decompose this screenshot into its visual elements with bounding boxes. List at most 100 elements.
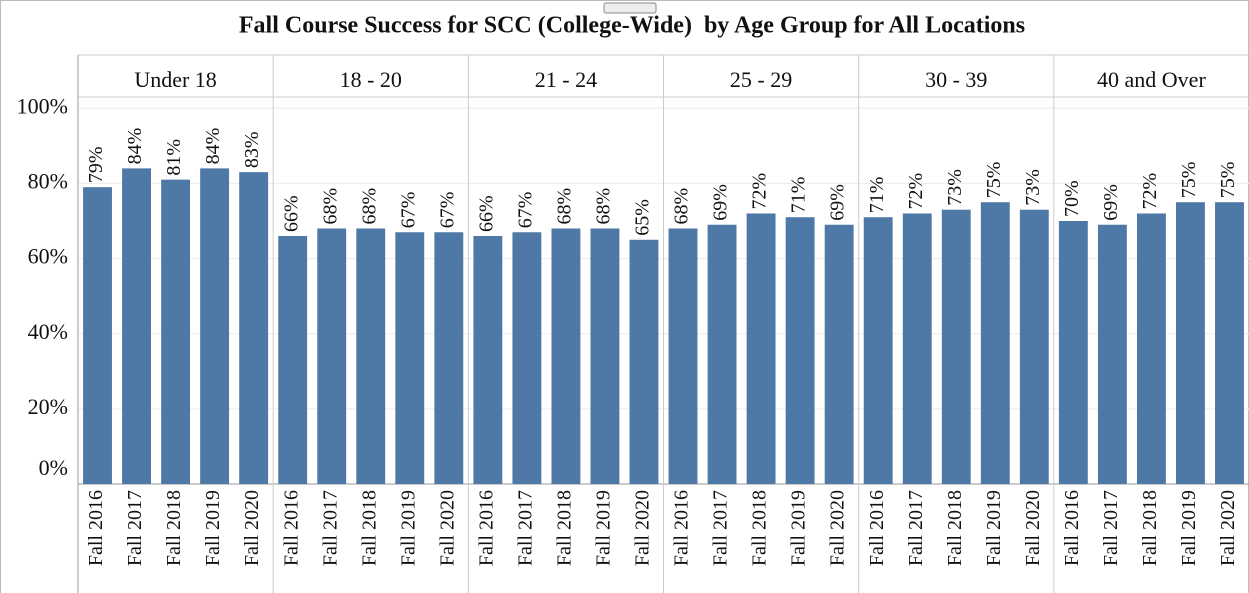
- x-tick-label: Fall 2018: [358, 490, 380, 566]
- y-tick-label: 20%: [28, 394, 68, 419]
- x-tick-label: Fall 2020: [436, 490, 458, 566]
- x-tick-label: Fall 2016: [671, 490, 693, 566]
- x-tick-label: Fall 2020: [632, 490, 654, 566]
- x-tick-label: Fall 2020: [241, 490, 263, 566]
- x-tick-label: Fall 2019: [593, 490, 615, 566]
- value-label: 81%: [163, 139, 185, 176]
- x-tick-label: Fall 2019: [788, 490, 810, 566]
- x-tick-label: Fall 2020: [1022, 490, 1044, 566]
- value-label: 68%: [358, 188, 380, 225]
- bar: [395, 232, 425, 484]
- bar: [200, 168, 230, 484]
- bar: [824, 224, 854, 485]
- value-label: 67%: [397, 192, 419, 229]
- value-label: 68%: [671, 188, 693, 225]
- value-label: 67%: [514, 192, 536, 229]
- x-tick-label: Fall 2020: [1217, 490, 1239, 566]
- y-tick-label: 80%: [28, 168, 68, 193]
- bar: [434, 232, 464, 484]
- x-tick-label: Fall 2016: [1061, 490, 1083, 566]
- bar: [668, 228, 698, 484]
- value-label: 72%: [1139, 173, 1161, 210]
- value-label: 71%: [866, 177, 888, 214]
- bar: [629, 239, 659, 484]
- x-tick-label: Fall 2019: [397, 490, 419, 566]
- bar: [161, 179, 191, 484]
- y-tick-label: 0%: [39, 455, 68, 480]
- value-label: 69%: [710, 184, 732, 221]
- bar: [1215, 202, 1244, 484]
- x-tick-label: Fall 2019: [983, 490, 1005, 566]
- bar: [1019, 209, 1049, 484]
- x-tick-label: Fall 2016: [866, 490, 888, 566]
- x-tick-label: Fall 2018: [1139, 490, 1161, 566]
- x-tick-label: Fall 2016: [475, 490, 497, 566]
- value-label: 83%: [241, 131, 263, 168]
- x-tick-label: Fall 2016: [85, 490, 107, 566]
- x-tick-label: Fall 2019: [202, 490, 224, 566]
- value-label: 68%: [554, 188, 576, 225]
- drag-handle: [603, 2, 657, 14]
- value-label: 72%: [905, 173, 927, 210]
- x-tick-label: Fall 2018: [163, 490, 185, 566]
- x-tick-label: Fall 2018: [749, 490, 771, 566]
- panel-header: Under 18: [134, 67, 216, 92]
- bar: [83, 187, 112, 485]
- bar: [941, 209, 971, 484]
- y-tick-label: 100%: [17, 93, 68, 118]
- value-label: 68%: [319, 188, 341, 225]
- x-tick-label: Fall 2019: [1178, 490, 1200, 566]
- value-label: 72%: [749, 173, 771, 210]
- value-label: 84%: [202, 128, 224, 165]
- panel-header: 25 - 29: [730, 67, 792, 92]
- x-tick-label: Fall 2016: [280, 490, 302, 566]
- value-label: 69%: [827, 184, 849, 221]
- x-tick-label: Fall 2017: [514, 490, 536, 566]
- bar: [278, 236, 308, 484]
- value-label: 68%: [593, 188, 615, 225]
- y-tick-label: 40%: [28, 319, 68, 344]
- bar: [317, 228, 347, 484]
- value-label: 84%: [124, 128, 146, 165]
- value-label: 75%: [983, 162, 1005, 199]
- bar: [122, 168, 151, 484]
- chart-title: Fall Course Success for SCC (College-Wid…: [239, 13, 1025, 39]
- panel-header: 18 - 20: [340, 67, 402, 92]
- value-label: 75%: [1178, 162, 1200, 199]
- x-tick-label: Fall 2017: [124, 490, 146, 566]
- x-tick-label: Fall 2017: [319, 490, 341, 566]
- value-label: 73%: [1022, 169, 1044, 206]
- value-label: 73%: [944, 169, 966, 206]
- bar: [902, 213, 932, 485]
- value-label: 65%: [632, 199, 654, 236]
- bar: [239, 172, 269, 484]
- y-tick-label: 60%: [28, 244, 68, 269]
- bar: [785, 217, 815, 484]
- value-label: 79%: [85, 147, 107, 184]
- bar: [512, 232, 542, 484]
- x-tick-label: Fall 2017: [905, 490, 927, 566]
- bar: [473, 236, 503, 484]
- bar: [746, 213, 776, 485]
- value-label: 75%: [1217, 162, 1239, 199]
- bar: [1176, 202, 1205, 484]
- value-label: 70%: [1061, 180, 1083, 217]
- bar: [1058, 220, 1088, 484]
- x-tick-label: Fall 2020: [827, 490, 849, 566]
- value-label: 66%: [475, 195, 497, 232]
- panel-header: 21 - 24: [535, 67, 597, 92]
- bar: [1097, 224, 1127, 485]
- panel-header: 30 - 39: [925, 67, 987, 92]
- bar: [356, 228, 386, 484]
- bar: [551, 228, 581, 484]
- value-label: 66%: [280, 195, 302, 232]
- value-label: 69%: [1100, 184, 1122, 221]
- panel-header: 40 and Over: [1097, 67, 1206, 92]
- bar: [863, 217, 893, 484]
- value-label: 71%: [788, 177, 810, 214]
- value-label: 67%: [436, 192, 458, 229]
- bar: [707, 224, 737, 485]
- bar: [1136, 213, 1166, 485]
- x-tick-label: Fall 2018: [554, 490, 576, 566]
- bar: [980, 202, 1010, 484]
